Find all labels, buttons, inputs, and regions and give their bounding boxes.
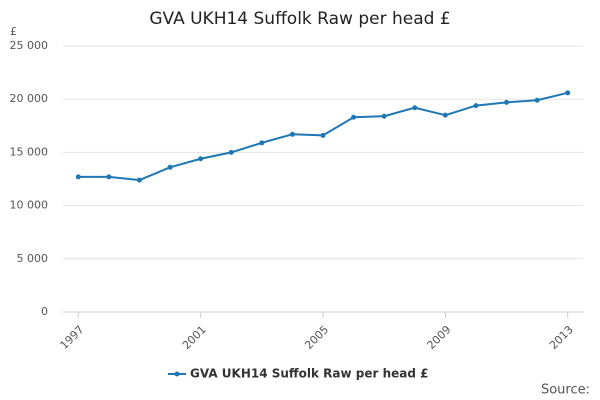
point [473,103,479,109]
point [381,113,387,119]
y-unit-label: £ [10,25,17,38]
legend-label: GVA UKH14 Suffolk Raw per head £ [190,367,429,381]
chart-title: GVA UKH14 Suffolk Raw per head £ [149,9,450,29]
x-tick-label: 2009 [425,323,454,352]
point [198,156,204,162]
y-tick-label: 0 [41,305,48,318]
source: Source: [541,383,590,398]
x-tick-label: 1997 [58,323,87,352]
point [412,105,418,111]
point [534,97,540,103]
point [320,132,326,138]
point [136,177,142,183]
x-tick-label: 2005 [302,323,331,352]
legend-swatch-dot [174,371,180,377]
y-tick-label: 10 000 [10,199,49,212]
point [228,149,234,155]
point [167,164,173,170]
point [351,114,357,120]
point [289,131,295,137]
point [565,90,571,96]
point [106,174,112,180]
point [75,174,81,180]
y-tick-label: 25 000 [10,39,49,52]
point [259,140,265,146]
x-tick-label: 2001 [180,323,209,352]
y-tick-label: 15 000 [10,145,49,158]
x-tick-label: 2013 [547,323,576,352]
point [504,99,510,105]
point [442,112,448,118]
y-tick-label: 5 000 [17,252,49,265]
y-tick-label: 20 000 [10,92,49,105]
